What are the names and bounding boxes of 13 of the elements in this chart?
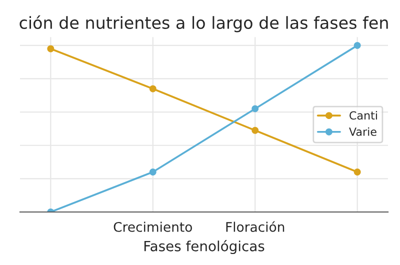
point xyxy=(354,42,361,49)
legend-label: Varie xyxy=(349,127,376,136)
point xyxy=(252,126,259,134)
point xyxy=(252,105,259,112)
chart-title: ción de nutrientes a lo largo de las fases fen xyxy=(20,15,388,32)
point xyxy=(149,168,156,176)
x-axis-title: Fases fenológicas xyxy=(144,240,264,254)
point xyxy=(149,85,156,92)
point xyxy=(47,45,54,52)
x-tick-label: Crecimiento xyxy=(114,222,192,232)
x-tick-label: Floración xyxy=(226,221,284,232)
point xyxy=(354,168,361,176)
legend-label: Canti xyxy=(350,111,377,120)
